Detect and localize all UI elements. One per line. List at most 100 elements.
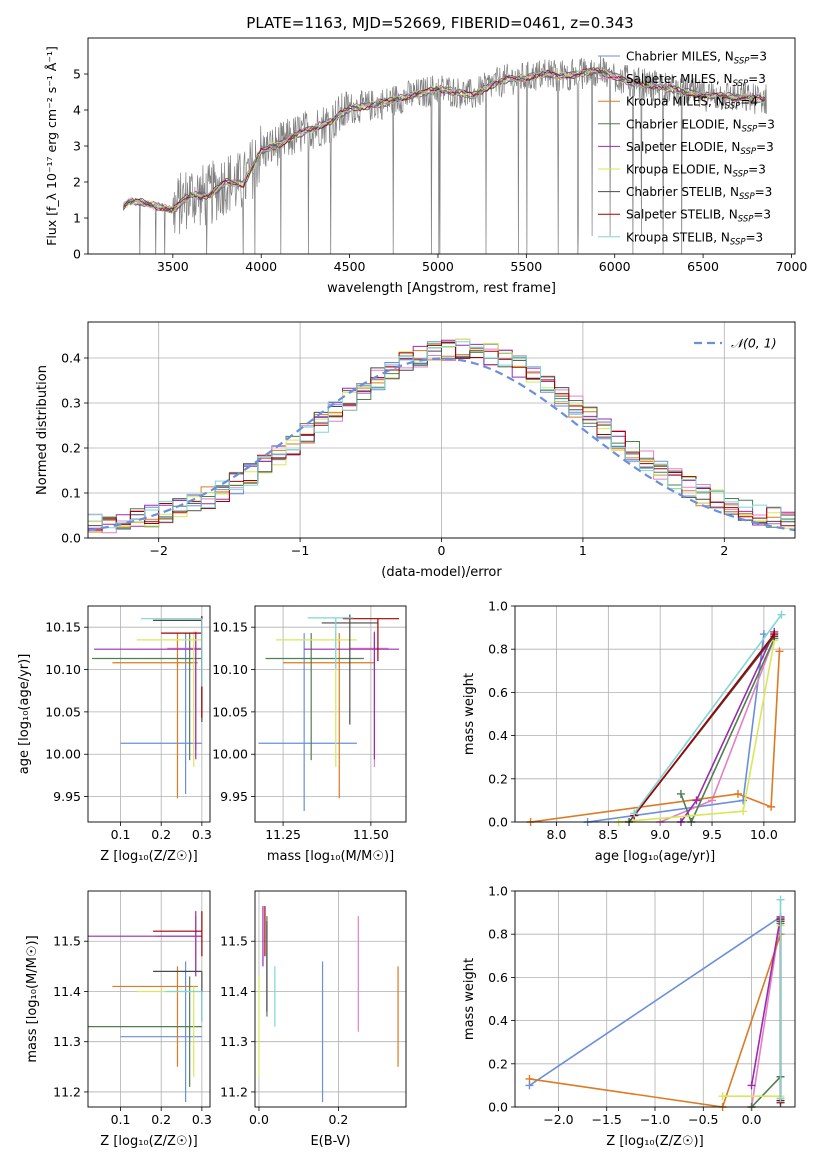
weight-marker-kroupa-miles	[525, 1074, 534, 1083]
x-tick-label: 11.25	[265, 827, 301, 842]
y-tick-label: 4	[73, 103, 81, 118]
spectrum-panel: 3500 4000 4500 5000 5500 6000 6500 7000 0 1 2 3 4 5 wa…	[44, 37, 808, 296]
y-tick-label: 0.1	[61, 486, 81, 501]
y-tick-label: 2	[73, 175, 81, 190]
weight-marker-kroupa-elodie	[718, 1092, 727, 1101]
weight-marker-salpeter-elodie	[692, 796, 701, 805]
weight-line-kroupa-miles	[530, 651, 781, 822]
y-tick-label: 10.05	[45, 704, 81, 719]
weight-line-chabrier-elodie	[680, 638, 776, 822]
weight-line-salpeter-elodie	[680, 631, 776, 822]
weight_vs_age-panel: 8.0 8.5 9.0 9.5 10.0 0.0 0.2 0.4 0.6 0.8 1.0 age [l…	[462, 599, 796, 864]
normal-curve	[88, 357, 795, 532]
x-tick-label: 2	[720, 543, 728, 558]
x-tick-label: 0.3	[192, 1112, 212, 1127]
x-axis-label: Z [log₁₀(Z/Z☉)]	[606, 1134, 703, 1149]
x-tick-label: 9.5	[702, 827, 722, 842]
x-axis-label: Z [log₁₀(Z/Z☉)]	[100, 849, 197, 864]
y-tick-label: 11.4	[53, 984, 81, 999]
y-tick-label: 0	[73, 247, 81, 262]
axes-frame	[514, 890, 796, 1108]
y-tick-label: 0.8	[488, 927, 508, 942]
model-spectrum-kroupa-elodie	[123, 67, 766, 214]
histogram-salpeter-stelib	[88, 341, 795, 531]
y-tick-label: 11.5	[220, 934, 248, 949]
x-axis-label: E(B-V)	[310, 1134, 350, 1149]
x-axis-label: wavelength [Angstrom, rest frame]	[327, 281, 556, 296]
x-tick-label: 0.0	[742, 1112, 762, 1127]
y-axis-label: mass weight	[462, 958, 477, 1040]
x-tick-label: 0.2	[329, 1112, 349, 1127]
axes-frame	[514, 605, 796, 823]
y-tick-label: 11.3	[220, 1034, 248, 1049]
x-tick-label: 4500	[334, 259, 366, 274]
weight-marker-kroupa-miles	[775, 647, 784, 656]
x-tick-label: 3500	[157, 259, 189, 274]
x-tick-label: 8.5	[598, 827, 618, 842]
legend-label-chabrier-miles: Chabrier MILES, NSSP=3	[626, 50, 767, 67]
x-tick-label: 0	[438, 543, 446, 558]
x-tick-label: 5000	[422, 259, 454, 274]
y-tick-label: 10.15	[45, 620, 81, 635]
x-tick-label: 10.0	[750, 827, 778, 842]
x-tick-label: 6500	[687, 259, 719, 274]
age_vs_mass-panel: 11.25 11.50 9.95 10.00 10.05 10.10 10.15 mass […	[212, 605, 407, 864]
x-tick-label: 5500	[510, 259, 542, 274]
y-tick-label: 0.0	[488, 815, 508, 830]
weight-marker-salpeter-elodie	[747, 1081, 756, 1090]
y-tick-label: 11.2	[53, 1084, 81, 1099]
weight-marker-kroupa-stelib	[776, 895, 785, 904]
y-tick-label: 10.15	[212, 620, 248, 635]
x-axis-label: (data-model)/error	[381, 565, 502, 580]
y-tick-label: 9.95	[53, 789, 81, 804]
x-tick-label: −2.0	[543, 1112, 573, 1127]
y-tick-label: 0.6	[488, 970, 508, 985]
y-tick-label: 0.3	[61, 396, 81, 411]
x-tick-label: −1.0	[640, 1112, 670, 1127]
y-tick-label: 1.0	[488, 884, 508, 899]
weight-line-salpeter-elodie	[750, 916, 782, 1086]
x-tick-label: 0.1	[111, 1112, 131, 1127]
residuals-panel: −2 −1 0 1 2 0.0 0.1 0.2 0.3 0.4 (data-model)/error…	[35, 321, 796, 580]
model-spectrum-kroupa-stelib	[122, 69, 766, 209]
y-tick-label: 10.10	[45, 662, 81, 677]
x-tick-label: 7000	[776, 259, 808, 274]
axes-frame	[254, 605, 407, 823]
x-tick-label: 9.0	[650, 827, 670, 842]
y-tick-label: 1.0	[488, 599, 508, 614]
y-tick-label: 5	[73, 67, 81, 82]
y-tick-label: 0.4	[61, 351, 81, 366]
y-tick-label: 11.2	[220, 1084, 248, 1099]
weight-marker-kroupa-elodie	[739, 807, 748, 816]
x-tick-label: 0.3	[192, 827, 212, 842]
axes-frame	[254, 890, 407, 1108]
y-tick-label: 10.00	[45, 747, 81, 762]
y-tick-label: 0.2	[488, 771, 508, 786]
legend-label-kroupa-elodie: Kroupa ELODIE, NSSP=3	[626, 163, 766, 180]
legend-label-salpeter-elodie: Salpeter ELODIE, NSSP=3	[626, 140, 774, 157]
x-tick-label: −1.5	[592, 1112, 622, 1127]
weight-line-kroupa-miles	[529, 933, 782, 1107]
axes-frame	[87, 890, 211, 1108]
axes-frame	[87, 37, 796, 255]
y-tick-label: 0.4	[488, 728, 508, 743]
y-axis-label: Normed distribution	[35, 365, 50, 495]
x-tick-label: 1	[579, 543, 587, 558]
y-tick-label: 10.10	[212, 662, 248, 677]
y-tick-label: 0.4	[488, 1013, 508, 1028]
y-axis-label: mass [log₁₀(M/M☉)]	[25, 935, 40, 1062]
y-tick-label: 0.2	[61, 441, 81, 456]
weight-marker-kroupa-stelib	[776, 1094, 785, 1103]
weight-marker-kroupa-miles	[767, 802, 776, 811]
x-tick-label: 11.50	[353, 827, 389, 842]
y-axis-label: Flux [f_λ 10⁻¹⁷ erg cm⁻² s⁻¹ Å⁻¹]	[44, 46, 59, 246]
y-tick-label: 0.0	[488, 1100, 508, 1115]
x-tick-label: −2	[149, 543, 167, 558]
legend-label-salpeter-miles: Salpeter MILES, NSSP=3	[626, 72, 766, 89]
x-axis-label: mass [log₁₀(M/M☉)]	[267, 849, 394, 864]
axes-frame	[87, 321, 796, 539]
weight-marker-salpeter-stelib	[770, 630, 779, 639]
weight-marker-kroupa-miles	[733, 789, 742, 798]
x-axis-label: age [log₁₀(age/yr)]	[595, 849, 716, 864]
